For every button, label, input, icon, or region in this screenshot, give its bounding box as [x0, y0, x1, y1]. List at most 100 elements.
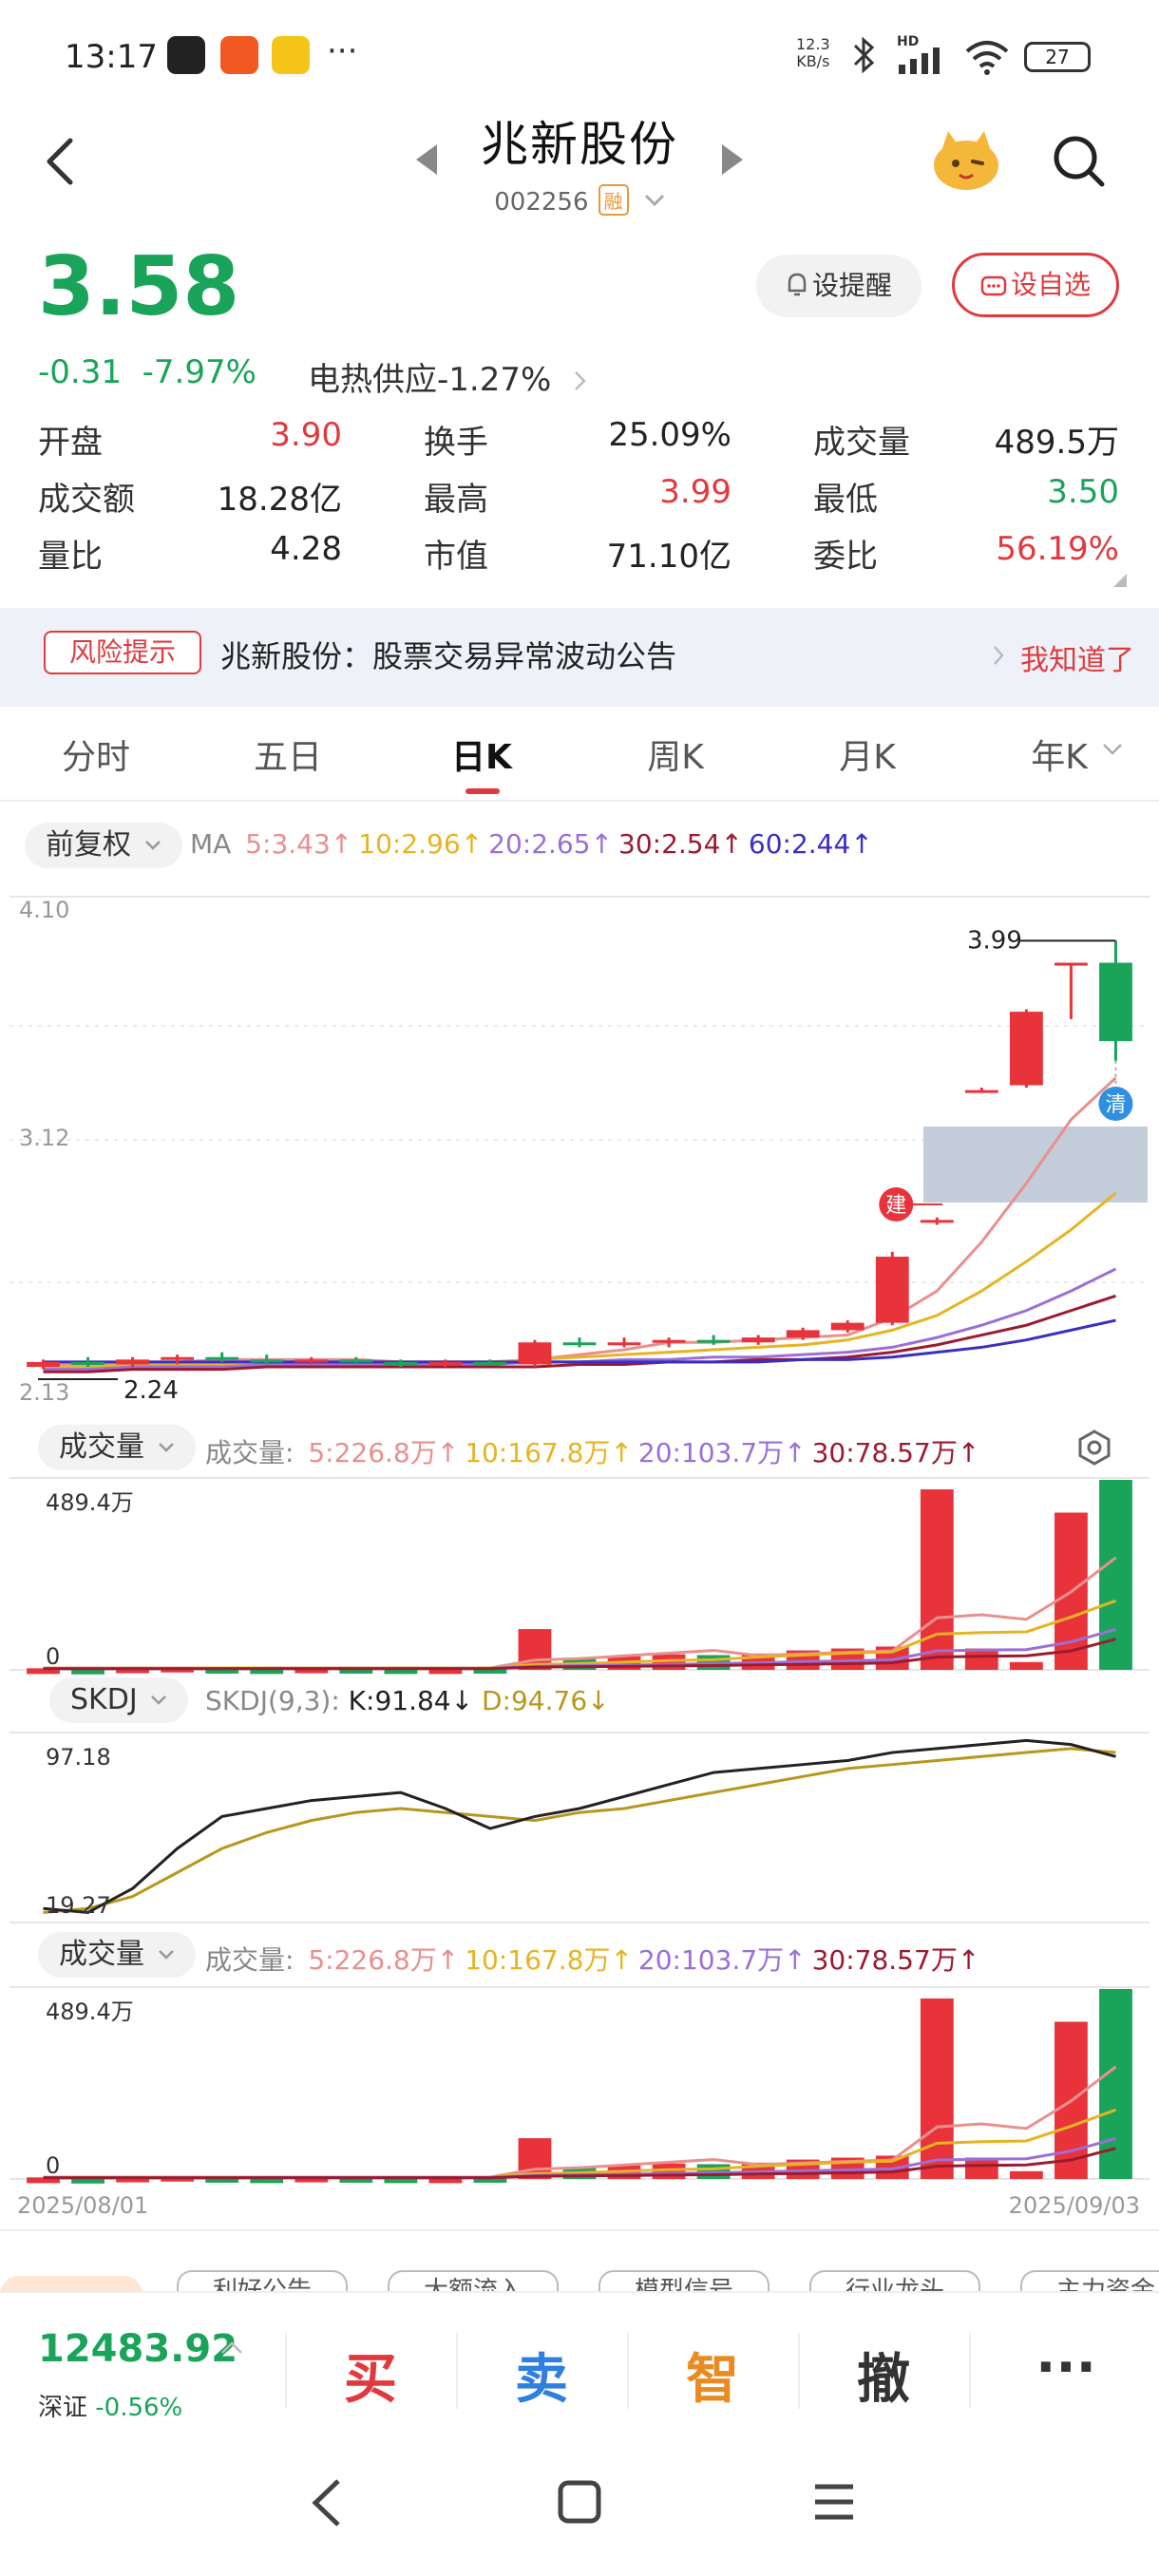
- trade-action-1[interactable]: 卖: [515, 2349, 568, 2411]
- candle: [786, 1327, 820, 1340]
- skdj-selector[interactable]: SKDJ: [49, 1677, 189, 1723]
- candle: [27, 1359, 60, 1370]
- network-speed-value: 12.3: [796, 35, 830, 53]
- candle-body: [428, 1361, 463, 1365]
- expand-corner-icon[interactable]: [1112, 572, 1129, 589]
- candle-body: [473, 1361, 507, 1365]
- volume-bar: [205, 1667, 239, 1674]
- quote-value: 3.50: [1047, 473, 1119, 511]
- volume-ma-item: 5:226.8万↑: [308, 1437, 460, 1468]
- volume-bar: [339, 1667, 373, 1674]
- candle-body: [161, 1356, 195, 1360]
- volume-bar: [428, 1668, 463, 1675]
- nav-home-icon[interactable]: [557, 2479, 602, 2525]
- candle-body: [205, 1356, 239, 1360]
- tab-0[interactable]: 分时: [61, 738, 130, 777]
- quote-label: 成交额: [38, 481, 135, 519]
- tab-2[interactable]: 日K: [451, 738, 512, 777]
- price-change-line: -0.31 -7.97%: [38, 353, 256, 391]
- candle: [875, 1251, 909, 1326]
- more-notifications-icon: ···: [327, 32, 358, 70]
- volume-bar: [27, 2177, 60, 2184]
- quote-label: 委比: [813, 538, 878, 576]
- status-bar: 13:17 ··· 12.3 KB/s HD 27: [0, 0, 1159, 114]
- volume-ma-item: 30:78.57万↑: [811, 1944, 980, 1976]
- volume-bar: [1099, 1989, 1132, 2179]
- tab-1[interactable]: 五日: [253, 738, 322, 777]
- quote-value: 4.28: [270, 530, 342, 568]
- price-axis-label: 2.13: [19, 1379, 69, 1406]
- network-speed: 12.3 KB/s: [796, 36, 830, 70]
- tab-5[interactable]: 年K: [1031, 738, 1088, 777]
- mascot-icon[interactable]: [929, 127, 1003, 194]
- candle: [428, 1359, 463, 1368]
- quote-value: 3.99: [659, 473, 732, 511]
- volume-selector[interactable]: 成交量: [38, 1425, 196, 1470]
- sector-link[interactable]: 电热供应-1.27%: [308, 353, 588, 400]
- tab-3[interactable]: 周K: [647, 738, 704, 777]
- strategy-chip[interactable]: [0, 2276, 142, 2295]
- nav-back-icon[interactable]: [310, 2477, 344, 2529]
- candle-body: [27, 1361, 60, 1368]
- buy-marker-label: 建: [885, 1194, 906, 1218]
- stock-code-line[interactable]: 002256 融: [0, 184, 1159, 217]
- adjust-selector[interactable]: 前复权: [25, 823, 182, 868]
- skdj-min-label: 19.27: [46, 1892, 111, 1919]
- ma-line-ma10: [43, 1191, 1117, 1369]
- risk-notice-text[interactable]: 兆新股份：股票交易异常波动公告: [220, 638, 677, 674]
- chevron-down-icon[interactable]: [1102, 743, 1123, 756]
- volume-selector-2[interactable]: 成交量: [38, 1932, 196, 1978]
- trade-action-3[interactable]: 撤: [857, 2349, 910, 2411]
- action-divider: [969, 2333, 971, 2409]
- chevron-right-icon: [575, 371, 586, 390]
- back-arrow-icon[interactable]: [38, 133, 86, 190]
- battery-indicator: 27: [1024, 42, 1091, 72]
- volume-ma-item: 30:78.57万↑: [811, 1437, 980, 1468]
- index-value[interactable]: 12483.92: [38, 2327, 238, 2371]
- candle: [1099, 940, 1132, 1061]
- volume-bar: [964, 1648, 998, 1670]
- trade-action-0[interactable]: 买: [344, 2349, 397, 2411]
- chevron-up-icon: [221, 2341, 242, 2354]
- volume-selector-label: 成交量: [59, 1938, 144, 1971]
- candle: [161, 1354, 195, 1365]
- volume-ma-item: 20:103.7万↑: [637, 1437, 807, 1468]
- stock-chart[interactable]: 4.10 3.12 2.13 3.99 2.24 建 清 489.4万 0 489.4万 0 97.1…: [0, 883, 1159, 2232]
- volume-bar: [964, 2157, 998, 2179]
- trade-action-2[interactable]: 智: [686, 2349, 739, 2411]
- candle: [518, 1339, 552, 1368]
- candle-body: [1009, 1012, 1043, 1086]
- add-watchlist-button[interactable]: 设自选: [952, 253, 1119, 317]
- index-name: 深证: [38, 2394, 88, 2422]
- more-button[interactable]: ···: [1036, 2337, 1096, 2398]
- risk-ack-button[interactable]: 我知道了: [1020, 644, 1134, 677]
- price-change: -0.31: [38, 353, 122, 391]
- candle-body: [652, 1339, 686, 1343]
- prev-stock-arrow-icon[interactable]: [416, 144, 437, 175]
- search-icon[interactable]: [1051, 133, 1108, 190]
- tab-4[interactable]: 月K: [839, 738, 896, 777]
- next-stock-arrow-icon[interactable]: [722, 144, 743, 175]
- volume-ma-item: 10:167.8万↑: [465, 1944, 633, 1976]
- quote-value: 71.10亿: [606, 538, 732, 576]
- chevron-right-icon: [994, 646, 1004, 665]
- candle: [473, 1359, 507, 1365]
- volume-ma-vol30: [43, 2147, 1116, 2180]
- skdj-k-line: [43, 1738, 1116, 1915]
- nav-menu-icon[interactable]: [813, 2481, 855, 2523]
- settings-hexagon-icon[interactable]: [1075, 1429, 1113, 1467]
- volume-bar: [384, 2177, 418, 2184]
- volume-bar: [1099, 1480, 1132, 1670]
- quote-value: 489.5万: [994, 424, 1119, 462]
- quote-label: 市值: [424, 538, 488, 576]
- clear-marker-label: 清: [1105, 1093, 1126, 1117]
- set-alert-button[interactable]: 设提醒: [756, 255, 922, 317]
- volume-bar: [428, 2177, 463, 2184]
- candle-body: [339, 1359, 373, 1363]
- candle: [1009, 1009, 1043, 1089]
- volume-ma-item: 20:103.7万↑: [637, 1944, 807, 1976]
- price-axis-label: 3.12: [19, 1125, 69, 1151]
- skdj-k-value: K:91.84↓: [348, 1685, 474, 1716]
- volume-bar: [250, 2177, 284, 2184]
- low-label: 2.24: [124, 1376, 179, 1405]
